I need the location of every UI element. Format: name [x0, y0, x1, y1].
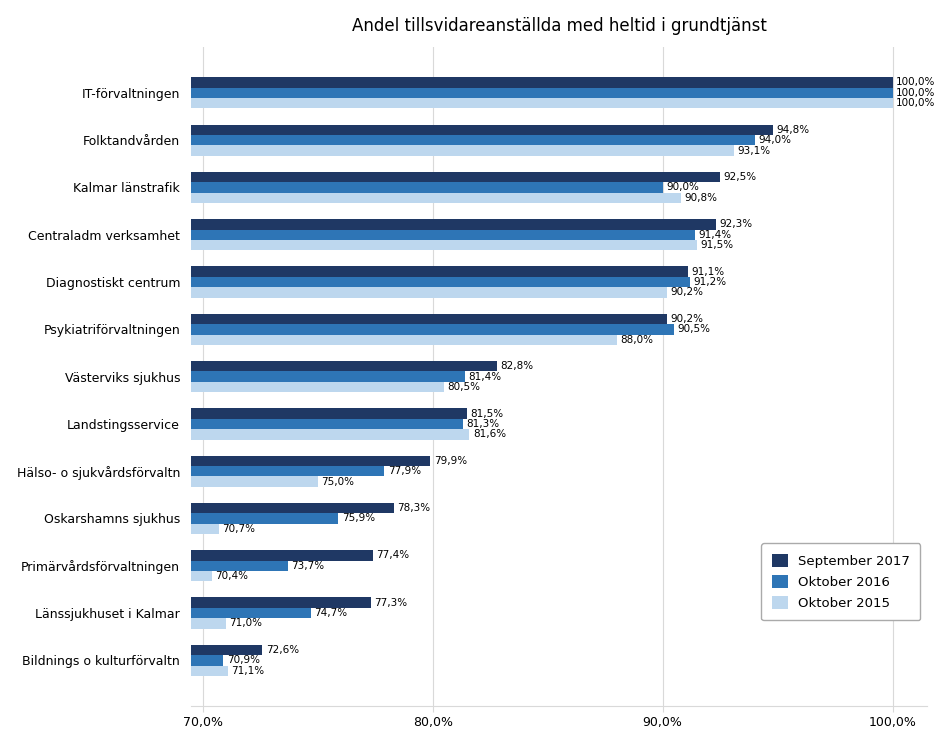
Text: 70,9%: 70,9% — [227, 656, 260, 665]
Text: 81,5%: 81,5% — [470, 409, 504, 419]
Bar — [0, 334, 617, 345]
Text: 75,9%: 75,9% — [342, 513, 375, 524]
Bar — [0, 655, 224, 665]
Text: 90,8%: 90,8% — [684, 193, 718, 203]
Bar — [0, 98, 893, 108]
Bar — [0, 503, 393, 513]
Text: 90,2%: 90,2% — [670, 287, 704, 298]
Text: 70,4%: 70,4% — [215, 571, 248, 581]
Text: 92,5%: 92,5% — [724, 172, 757, 182]
Bar — [0, 382, 445, 392]
Bar — [0, 429, 469, 439]
Text: 81,4%: 81,4% — [468, 372, 502, 382]
Bar — [0, 598, 370, 608]
Bar — [0, 560, 288, 571]
Bar — [0, 125, 773, 135]
Text: 77,4%: 77,4% — [376, 551, 409, 560]
Text: 77,3%: 77,3% — [374, 598, 407, 608]
Text: 93,1%: 93,1% — [738, 145, 770, 156]
Text: 79,9%: 79,9% — [434, 456, 466, 466]
Bar — [0, 240, 697, 251]
Bar — [0, 419, 463, 429]
Bar — [0, 172, 720, 182]
Text: 77,9%: 77,9% — [387, 466, 421, 476]
Bar — [0, 372, 465, 382]
Text: 91,5%: 91,5% — [701, 240, 734, 250]
Bar — [0, 145, 734, 156]
Bar — [0, 192, 681, 203]
Text: 71,1%: 71,1% — [231, 665, 265, 676]
Bar — [0, 230, 695, 240]
Title: Andel tillsvidareanställda med heltid i grundtjänst: Andel tillsvidareanställda med heltid i … — [351, 16, 766, 34]
Bar — [0, 314, 667, 324]
Bar — [0, 219, 716, 230]
Bar — [0, 456, 430, 466]
Text: 91,4%: 91,4% — [698, 230, 731, 239]
Text: 78,3%: 78,3% — [397, 503, 430, 513]
Bar — [0, 266, 688, 277]
Bar — [0, 408, 467, 419]
Bar — [0, 287, 667, 298]
Text: 90,5%: 90,5% — [678, 325, 710, 334]
Text: 100,0%: 100,0% — [896, 78, 936, 87]
Bar — [0, 477, 318, 487]
Text: 71,0%: 71,0% — [229, 618, 262, 628]
Bar — [0, 135, 755, 145]
Legend: September 2017, Oktober 2016, Oktober 2015: September 2017, Oktober 2016, Oktober 20… — [761, 543, 921, 620]
Bar — [0, 361, 497, 372]
Bar — [0, 551, 373, 560]
Text: 70,7%: 70,7% — [222, 524, 255, 534]
Bar — [0, 88, 893, 98]
Text: 80,5%: 80,5% — [447, 382, 481, 392]
Bar — [0, 524, 219, 534]
Bar — [0, 618, 226, 629]
Text: 91,2%: 91,2% — [694, 277, 726, 287]
Text: 73,7%: 73,7% — [291, 561, 325, 571]
Text: 74,7%: 74,7% — [314, 608, 347, 618]
Bar — [0, 608, 310, 618]
Text: 75,0%: 75,0% — [321, 477, 354, 486]
Text: 94,0%: 94,0% — [758, 135, 791, 145]
Bar — [0, 277, 690, 287]
Bar — [0, 324, 674, 334]
Bar — [0, 645, 263, 655]
Text: 90,2%: 90,2% — [670, 314, 704, 324]
Text: 91,1%: 91,1% — [691, 266, 724, 277]
Bar — [0, 78, 893, 88]
Text: 92,3%: 92,3% — [719, 219, 752, 229]
Text: 81,6%: 81,6% — [473, 429, 506, 439]
Text: 81,3%: 81,3% — [466, 419, 499, 429]
Text: 82,8%: 82,8% — [501, 361, 534, 372]
Text: 94,8%: 94,8% — [777, 125, 809, 135]
Text: 100,0%: 100,0% — [896, 98, 936, 108]
Text: 90,0%: 90,0% — [666, 183, 699, 192]
Bar — [0, 665, 228, 676]
Text: 88,0%: 88,0% — [620, 335, 653, 345]
Text: 100,0%: 100,0% — [896, 88, 936, 98]
Bar — [0, 182, 663, 192]
Text: 72,6%: 72,6% — [266, 645, 299, 655]
Bar — [0, 513, 338, 524]
Bar — [0, 466, 385, 477]
Bar — [0, 571, 212, 581]
